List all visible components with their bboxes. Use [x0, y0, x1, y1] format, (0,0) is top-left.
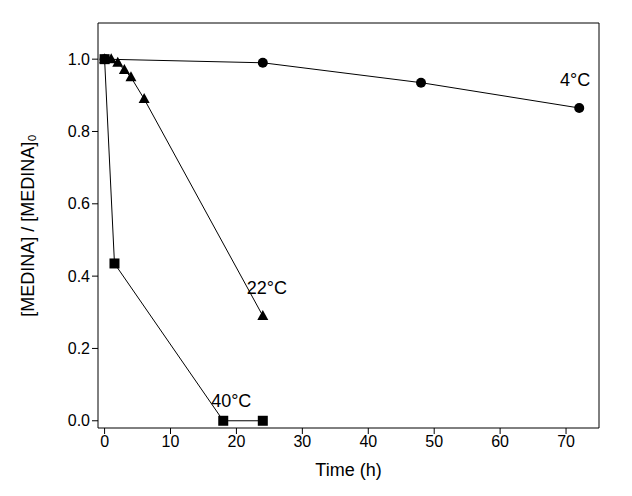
svg-text:4°C: 4°C [560, 70, 590, 90]
svg-text:[MEDINA] / [MEDINA]₀: [MEDINA] / [MEDINA]₀ [18, 134, 38, 317]
svg-text:70: 70 [557, 433, 575, 450]
svg-text:0.0: 0.0 [68, 412, 90, 429]
svg-text:30: 30 [293, 433, 311, 450]
svg-text:60: 60 [491, 433, 509, 450]
svg-text:0.6: 0.6 [68, 195, 90, 212]
svg-text:40: 40 [359, 433, 377, 450]
svg-text:1.0: 1.0 [68, 51, 90, 68]
svg-text:22°C: 22°C [247, 278, 287, 298]
svg-text:0.4: 0.4 [68, 268, 90, 285]
svg-text:0: 0 [100, 433, 109, 450]
svg-text:50: 50 [425, 433, 443, 450]
svg-text:10: 10 [162, 433, 180, 450]
svg-text:0.2: 0.2 [68, 340, 90, 357]
svg-text:0.8: 0.8 [68, 123, 90, 140]
svg-text:40°C: 40°C [211, 391, 251, 411]
svg-text:20: 20 [228, 433, 246, 450]
svg-text:Time (h): Time (h) [315, 460, 381, 480]
